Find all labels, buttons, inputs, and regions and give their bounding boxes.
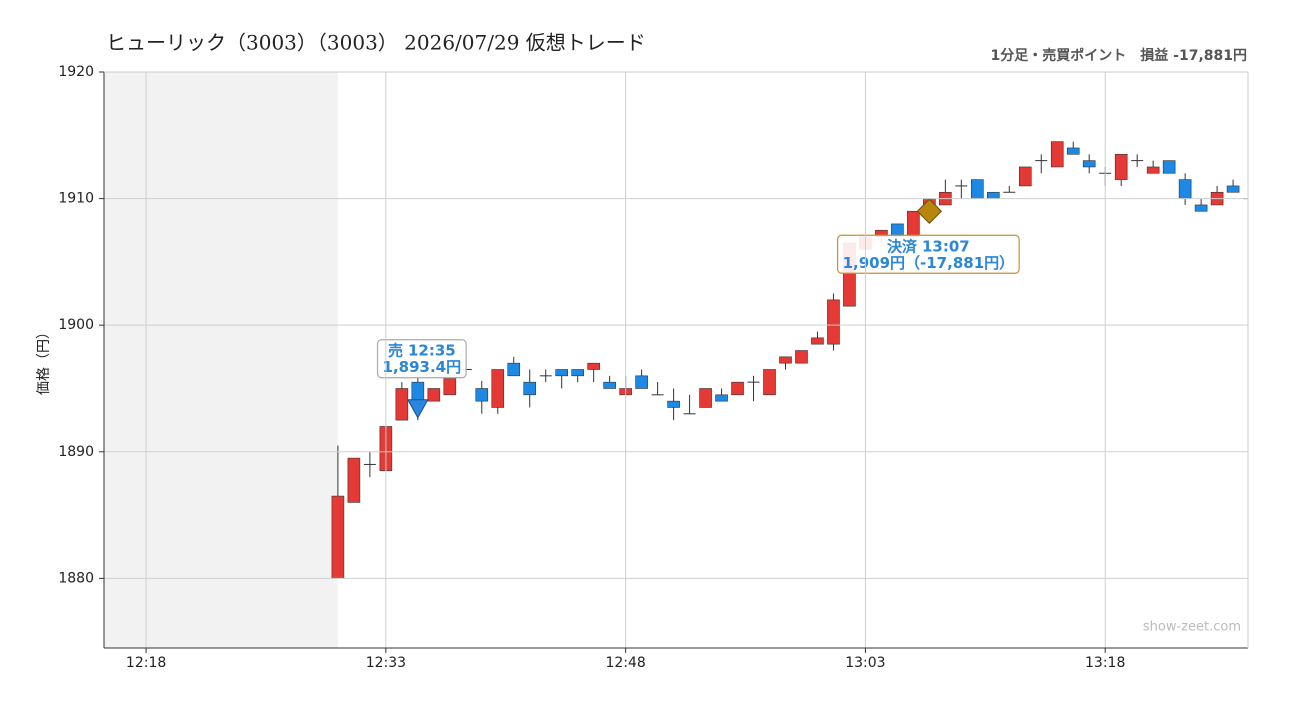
candle-body [1050, 141, 1064, 168]
candle-body [347, 457, 361, 503]
exit-marker [916, 198, 943, 224]
candle-body [715, 394, 728, 402]
x-tick-label: 13:18 [1085, 655, 1125, 671]
annotation-time: 12:35 [408, 341, 456, 359]
x-tick-label: 12:18 [126, 655, 166, 671]
candle-body [971, 179, 984, 199]
chart-title: ヒューリック（3003）（3003） 2026/07/29 仮想トレード [106, 31, 646, 55]
y-tick-label: 1890 [58, 444, 94, 460]
annotation-side: 決済 [887, 237, 918, 255]
candle-body [1178, 179, 1192, 199]
candle-body [491, 369, 505, 408]
annotation-header: 売 12:35 [388, 341, 456, 359]
candle-body [411, 381, 425, 402]
candle-body [571, 369, 584, 377]
candle-body [587, 362, 600, 370]
plot-area [104, 72, 1248, 648]
candle-body [507, 362, 521, 377]
y-axis-label: 価格（円） [36, 325, 52, 395]
candle-body [1146, 166, 1160, 174]
annotation-header: 決済 13:07 [887, 237, 970, 255]
candle-body [795, 350, 808, 364]
candle-body [731, 381, 744, 396]
annotation-box [836, 234, 1020, 274]
overlay: 売 12:351,893.4円 決済 13:071,909円（-17,881円） [376, 198, 1020, 419]
no-data-region [104, 72, 338, 648]
annotation-side: 売 [388, 341, 403, 359]
candle-body [475, 388, 489, 402]
candle-body [779, 356, 792, 364]
candle-body [1066, 147, 1080, 155]
annotation-time: 13:07 [922, 237, 970, 255]
candle-body [811, 337, 824, 345]
candle-body [1226, 185, 1240, 193]
annotation-price: 1,893.4円 [383, 358, 462, 376]
x-tick-label: 13:03 [845, 655, 885, 671]
y-tick-label: 1910 [58, 191, 94, 207]
annotation-price: 1,909円（-17,881円） [843, 254, 1015, 272]
candle-body [1018, 166, 1032, 187]
y-tick-label: 1900 [58, 317, 94, 333]
candle-body [1162, 160, 1176, 174]
candle-body [699, 388, 712, 408]
x-tick-label: 12:48 [605, 655, 645, 671]
candle-body [1114, 153, 1128, 180]
candle-body [427, 388, 441, 402]
candle-body [1082, 160, 1096, 168]
watermark: show-zeet.com [1143, 620, 1241, 635]
candle-body [555, 369, 569, 377]
x-tick-label: 12:33 [366, 655, 406, 671]
candle-body [667, 400, 680, 408]
candle-body [523, 381, 537, 396]
annotation-box [376, 339, 467, 379]
candle-body [331, 495, 345, 579]
candle-body [395, 388, 409, 421]
candle-body [763, 369, 776, 396]
candle-body [1194, 204, 1208, 212]
candle-body [987, 191, 1000, 199]
candle-body [907, 210, 920, 237]
candle-body [443, 378, 457, 396]
sell-marker [406, 399, 429, 419]
candle-body [603, 381, 616, 389]
chart-subtitle: 1分足・売買ポイント 損益 -17,881円 [991, 47, 1247, 64]
candle-body [635, 375, 648, 389]
y-tick-label: 1880 [58, 570, 94, 586]
candle-body [827, 299, 840, 345]
y-tick-label: 1920 [58, 64, 94, 80]
